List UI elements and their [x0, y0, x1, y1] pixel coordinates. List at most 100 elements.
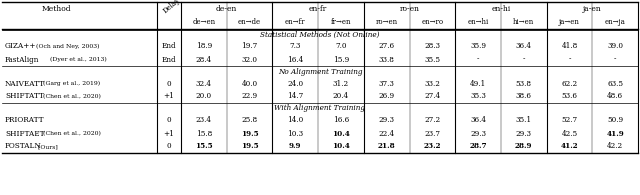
- Text: 40.0: 40.0: [241, 80, 258, 88]
- Text: 10.4: 10.4: [332, 129, 350, 137]
- Text: de-en: de-en: [216, 5, 237, 13]
- Text: 20.4: 20.4: [333, 92, 349, 100]
- Text: 35.1: 35.1: [516, 116, 532, 124]
- Text: (Garg et al., 2019): (Garg et al., 2019): [41, 81, 100, 86]
- Text: 29.3: 29.3: [470, 129, 486, 137]
- Text: 25.8: 25.8: [241, 116, 258, 124]
- Text: 36.4: 36.4: [516, 43, 532, 51]
- Text: 20.0: 20.0: [196, 92, 212, 100]
- Text: NAIVEATT: NAIVEATT: [5, 80, 45, 88]
- Text: (Och and Ney, 2003): (Och and Ney, 2003): [34, 44, 99, 49]
- Text: 35.3: 35.3: [470, 92, 486, 100]
- Text: 53.8: 53.8: [516, 80, 532, 88]
- Text: 37.3: 37.3: [379, 80, 395, 88]
- Text: 39.0: 39.0: [607, 43, 623, 51]
- Text: 38.6: 38.6: [516, 92, 532, 100]
- Text: 29.3: 29.3: [516, 129, 532, 137]
- Text: 33.8: 33.8: [379, 56, 395, 64]
- Text: de→en: de→en: [192, 19, 216, 27]
- Text: 31.2: 31.2: [333, 80, 349, 88]
- Text: 23.7: 23.7: [424, 129, 440, 137]
- Text: 41.8: 41.8: [561, 43, 577, 51]
- Text: 24.0: 24.0: [287, 80, 303, 88]
- Text: ja→en: ja→en: [559, 19, 580, 27]
- Text: 0: 0: [166, 143, 172, 151]
- Text: (Dyer et al., 2013): (Dyer et al., 2013): [48, 57, 107, 62]
- Text: 0: 0: [166, 116, 172, 124]
- Text: 23.4: 23.4: [196, 116, 212, 124]
- Text: With Alignment Training: With Alignment Training: [275, 105, 365, 113]
- Text: en→ro: en→ro: [421, 19, 444, 27]
- Text: 7.0: 7.0: [335, 43, 347, 51]
- Text: (Chen et al., 2020): (Chen et al., 2020): [41, 131, 101, 136]
- Text: 26.9: 26.9: [379, 92, 395, 100]
- Text: FastAlign: FastAlign: [5, 56, 40, 64]
- Text: en→de: en→de: [238, 19, 261, 27]
- Text: 19.7: 19.7: [241, 43, 258, 51]
- Text: [Ours]: [Ours]: [36, 144, 58, 149]
- Text: ro-en: ro-en: [399, 5, 419, 13]
- Text: 50.9: 50.9: [607, 116, 623, 124]
- Text: 29.3: 29.3: [379, 116, 395, 124]
- Text: 14.0: 14.0: [287, 116, 303, 124]
- Text: SHIFTATT: SHIFTATT: [5, 92, 44, 100]
- Text: End: End: [162, 43, 176, 51]
- Text: fr→en: fr→en: [331, 19, 351, 27]
- Text: 42.2: 42.2: [607, 143, 623, 151]
- Text: 28.3: 28.3: [424, 43, 440, 51]
- Text: 63.5: 63.5: [607, 80, 623, 88]
- Text: SHIFTAET: SHIFTAET: [5, 129, 45, 137]
- Text: 7.3: 7.3: [289, 43, 301, 51]
- Text: 42.5: 42.5: [561, 129, 577, 137]
- Text: 22.4: 22.4: [379, 129, 395, 137]
- Text: 28.7: 28.7: [469, 143, 487, 151]
- Text: 16.6: 16.6: [333, 116, 349, 124]
- Text: 27.2: 27.2: [424, 116, 440, 124]
- Text: 22.9: 22.9: [241, 92, 258, 100]
- Text: en→ja: en→ja: [605, 19, 625, 27]
- Text: 23.2: 23.2: [424, 143, 441, 151]
- Text: 32.4: 32.4: [196, 80, 212, 88]
- Text: Method: Method: [42, 5, 71, 13]
- Text: -: -: [568, 56, 571, 64]
- Text: 53.6: 53.6: [561, 92, 577, 100]
- Text: ja-en: ja-en: [583, 5, 602, 13]
- Text: -: -: [477, 56, 479, 64]
- Text: PRIORATT: PRIORATT: [5, 116, 45, 124]
- Text: 10.3: 10.3: [287, 129, 303, 137]
- Text: hi→en: hi→en: [513, 19, 534, 27]
- Text: 16.4: 16.4: [287, 56, 303, 64]
- Text: 15.8: 15.8: [196, 129, 212, 137]
- Text: 14.7: 14.7: [287, 92, 303, 100]
- Text: Statistical Methods (Not Online): Statistical Methods (Not Online): [260, 30, 380, 38]
- Text: Delay: Delay: [161, 0, 182, 15]
- Text: en-hi: en-hi: [492, 5, 511, 13]
- Text: 49.1: 49.1: [470, 80, 486, 88]
- Text: +1: +1: [164, 92, 175, 100]
- Text: 28.4: 28.4: [196, 56, 212, 64]
- Text: 27.6: 27.6: [379, 43, 395, 51]
- Text: 21.8: 21.8: [378, 143, 396, 151]
- Text: en→fr: en→fr: [285, 19, 305, 27]
- Text: POSTALN: POSTALN: [5, 143, 42, 151]
- Text: 0: 0: [166, 80, 172, 88]
- Text: 10.4: 10.4: [332, 143, 350, 151]
- Text: (Chen et al., 2020): (Chen et al., 2020): [41, 94, 101, 99]
- Text: 35.9: 35.9: [470, 43, 486, 51]
- Text: +1: +1: [164, 129, 175, 137]
- Text: 9.9: 9.9: [289, 143, 301, 151]
- Text: 35.5: 35.5: [424, 56, 440, 64]
- Text: 27.4: 27.4: [424, 92, 440, 100]
- Text: 62.2: 62.2: [561, 80, 577, 88]
- Text: End: End: [162, 56, 176, 64]
- Text: No Alignment Training: No Alignment Training: [278, 67, 362, 75]
- Text: ro→en: ro→en: [376, 19, 397, 27]
- Text: 28.9: 28.9: [515, 143, 532, 151]
- Text: 32.0: 32.0: [241, 56, 257, 64]
- Text: 15.5: 15.5: [195, 143, 212, 151]
- Text: GIZA++: GIZA++: [5, 43, 36, 51]
- Text: -: -: [614, 56, 616, 64]
- Text: en-fr: en-fr: [309, 5, 327, 13]
- Text: 15.9: 15.9: [333, 56, 349, 64]
- Text: 41.2: 41.2: [561, 143, 579, 151]
